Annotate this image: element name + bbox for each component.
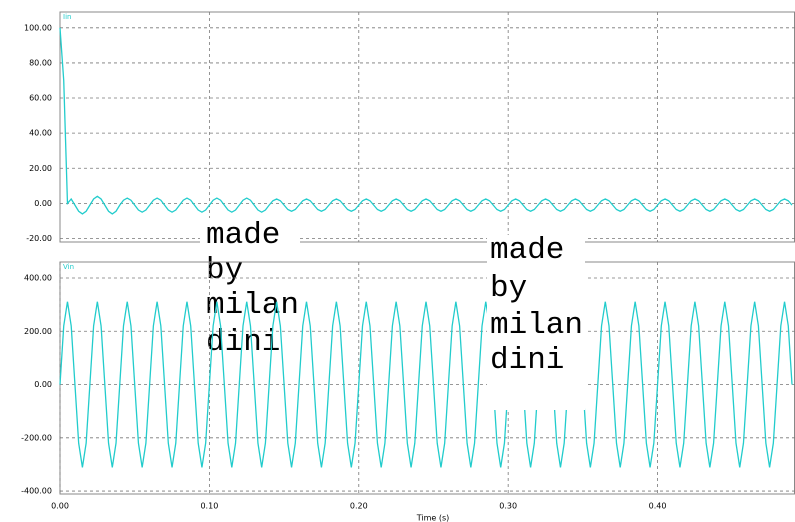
- y-tick-label: 200.00: [24, 327, 52, 336]
- watermark-text: by: [490, 271, 527, 306]
- y-tick-label: 0.00: [34, 199, 52, 208]
- y-tick-label: -20.00: [26, 234, 52, 243]
- series-line: [59, 27, 793, 215]
- watermark-text: milan: [206, 288, 299, 323]
- y-tick-label: -200.00: [21, 433, 52, 442]
- x-axis-label: Time (s): [416, 514, 450, 522]
- watermark-text: by: [206, 253, 243, 288]
- x-tick-label: 0.40: [649, 502, 667, 511]
- y-tick-label: 80.00: [29, 58, 52, 67]
- plot-frame: [59, 11, 795, 243]
- watermark-text: milan: [490, 308, 583, 343]
- series-label: Vin: [63, 263, 74, 271]
- x-tick-label: 0.10: [200, 502, 218, 511]
- watermark-box: [487, 235, 585, 410]
- y-tick-label: 0.00: [34, 380, 52, 389]
- y-tick-label: 400.00: [24, 273, 52, 282]
- x-tick-label: 0.30: [499, 502, 517, 511]
- y-tick-label: 20.00: [29, 164, 52, 173]
- y-tick-label: 40.00: [29, 129, 52, 138]
- y-tick-label: 60.00: [29, 94, 52, 103]
- x-tick-label: 0.20: [350, 502, 368, 511]
- watermark-text: made: [490, 233, 564, 268]
- y-tick-label: 100.00: [24, 23, 52, 32]
- x-tick-label: 0.00: [51, 502, 69, 511]
- watermark-text: dini: [490, 343, 564, 378]
- y-tick-label: -400.00: [21, 487, 52, 496]
- watermark-text: made: [206, 218, 280, 253]
- series-line: [59, 301, 793, 468]
- series-label: Iin: [63, 13, 71, 21]
